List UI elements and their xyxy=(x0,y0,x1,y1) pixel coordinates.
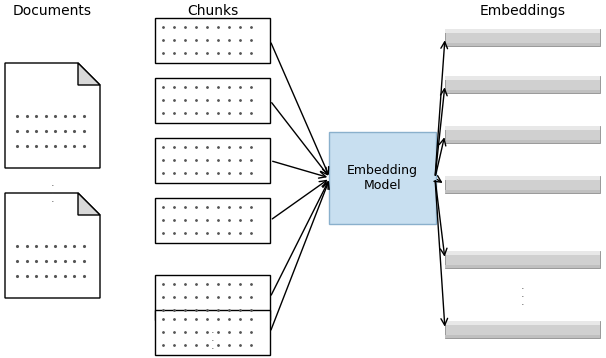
Bar xyxy=(445,251,600,268)
Text: .: . xyxy=(211,333,215,343)
Bar xyxy=(445,76,600,93)
Polygon shape xyxy=(5,63,100,168)
Text: .: . xyxy=(211,325,215,335)
Bar xyxy=(155,138,270,183)
Bar xyxy=(445,335,600,338)
Bar xyxy=(445,140,600,143)
Bar xyxy=(445,176,600,180)
Text: Documents: Documents xyxy=(13,4,92,18)
FancyBboxPatch shape xyxy=(329,132,436,224)
Text: .: . xyxy=(51,186,55,196)
Bar xyxy=(155,275,270,320)
Polygon shape xyxy=(5,193,100,298)
Text: .: . xyxy=(51,178,55,188)
Bar xyxy=(445,190,600,193)
Text: .: . xyxy=(51,194,55,204)
Bar xyxy=(445,176,600,193)
Bar xyxy=(155,78,270,123)
Bar xyxy=(155,198,270,243)
Text: .: . xyxy=(521,289,524,299)
Text: .: . xyxy=(521,297,524,307)
Bar xyxy=(445,321,600,325)
Bar xyxy=(445,126,600,130)
Bar xyxy=(445,126,600,143)
Bar xyxy=(155,310,270,355)
Bar xyxy=(445,29,600,33)
Bar xyxy=(445,321,600,338)
Text: .: . xyxy=(211,341,215,351)
Bar xyxy=(445,43,600,46)
Bar xyxy=(445,265,600,268)
Polygon shape xyxy=(78,193,100,215)
Bar xyxy=(445,76,600,80)
Text: Embedding
Model: Embedding Model xyxy=(347,164,418,192)
Bar xyxy=(155,18,270,63)
Bar xyxy=(445,29,600,46)
Text: .: . xyxy=(521,281,524,291)
Bar xyxy=(445,91,600,93)
Text: Chunks: Chunks xyxy=(187,4,238,18)
Text: Embeddings: Embeddings xyxy=(479,4,565,18)
Bar xyxy=(445,251,600,255)
Polygon shape xyxy=(78,63,100,85)
